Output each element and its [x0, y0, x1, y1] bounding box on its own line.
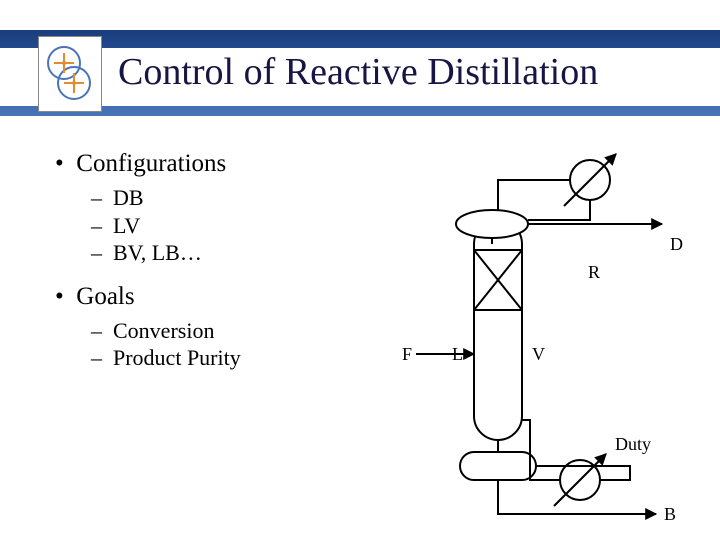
config-item-1: – LV — [91, 212, 241, 240]
config-item-2: – BV, LB… — [91, 239, 241, 267]
bullet-goals: • Goals — [55, 283, 241, 311]
svg-text:F: F — [402, 344, 412, 364]
svg-text:D: D — [670, 234, 683, 254]
goals-label: Goals — [76, 283, 134, 310]
svg-text:Duty: Duty — [615, 434, 651, 454]
logo — [38, 36, 102, 112]
page-title: Control of Reactive Distillation — [118, 50, 598, 94]
goals-item-1: – Product Purity — [91, 344, 241, 372]
svg-text:R: R — [588, 262, 600, 282]
content-block: • Configurations – DB – LV – BV, LB… • G… — [55, 150, 241, 372]
configurations-label: Configurations — [76, 150, 226, 177]
goals-item-0: – Conversion — [91, 317, 241, 345]
svg-text:V: V — [532, 344, 545, 364]
distillation-diagram: F L V R D Duty B — [370, 150, 710, 530]
svg-text:L: L — [452, 344, 463, 364]
bullet-configurations: • Configurations — [55, 150, 241, 178]
svg-text:B: B — [664, 504, 676, 524]
config-item-0: – DB — [91, 184, 241, 212]
